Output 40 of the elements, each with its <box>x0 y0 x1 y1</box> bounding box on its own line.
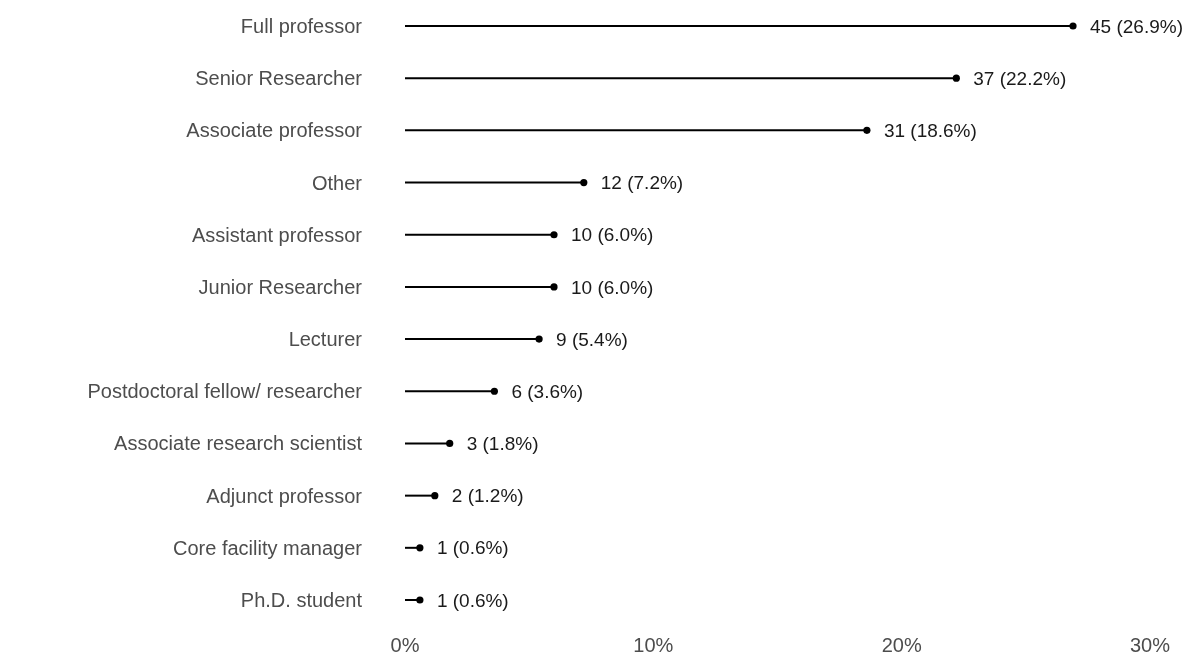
y-tick-label: Senior Researcher <box>195 67 363 90</box>
y-tick-label: Other <box>311 171 363 194</box>
point <box>490 387 498 395</box>
data-label: 6 (3.6%) <box>511 380 584 402</box>
point <box>416 544 424 552</box>
x-tick-label: 30% <box>1129 634 1171 656</box>
x-tick-label: 0% <box>390 634 420 656</box>
point <box>431 492 439 500</box>
point <box>863 126 871 134</box>
x-tick-label: 10% <box>633 634 674 656</box>
data-label: 10 (6.0%) <box>571 276 654 298</box>
data-label: 9 (5.4%) <box>556 328 628 350</box>
data-label: 12 (7.2%) <box>600 172 684 194</box>
point <box>416 596 424 604</box>
x-tick-label: 20% <box>881 634 922 656</box>
point <box>535 335 543 343</box>
point <box>446 439 454 448</box>
point <box>952 74 960 82</box>
y-tick-label: Lecturer <box>288 328 363 351</box>
point <box>1069 22 1077 30</box>
y-tick-label: Ph.D. student <box>240 589 363 611</box>
data-label: 2 (1.2%) <box>451 485 524 507</box>
point <box>580 178 588 187</box>
y-tick-label: Adjunct professor <box>206 484 363 507</box>
data-label: 1 (0.6%) <box>436 537 509 559</box>
data-label: 3 (1.8%) <box>466 433 539 455</box>
y-tick-label: Full professor <box>240 15 363 37</box>
data-label: 31 (18.6%) <box>883 120 977 142</box>
data-label: 45 (26.9%) <box>1090 15 1183 37</box>
data-label: 37 (22.2%) <box>973 67 1067 89</box>
point <box>550 231 558 239</box>
y-tick-label: Core facility manager <box>173 536 363 559</box>
y-tick-label: Associate research scientist <box>114 432 363 455</box>
y-tick-label: Associate professor <box>186 119 363 142</box>
data-label: 1 (0.6%) <box>436 589 509 611</box>
data-label: 10 (6.0%) <box>571 224 654 246</box>
y-tick-label: Assistant professor <box>191 223 363 246</box>
y-tick-label: Junior Researcher <box>198 275 363 298</box>
point <box>550 283 558 291</box>
y-tick-label: Postdoctoral fellow/ researcher <box>87 380 363 403</box>
